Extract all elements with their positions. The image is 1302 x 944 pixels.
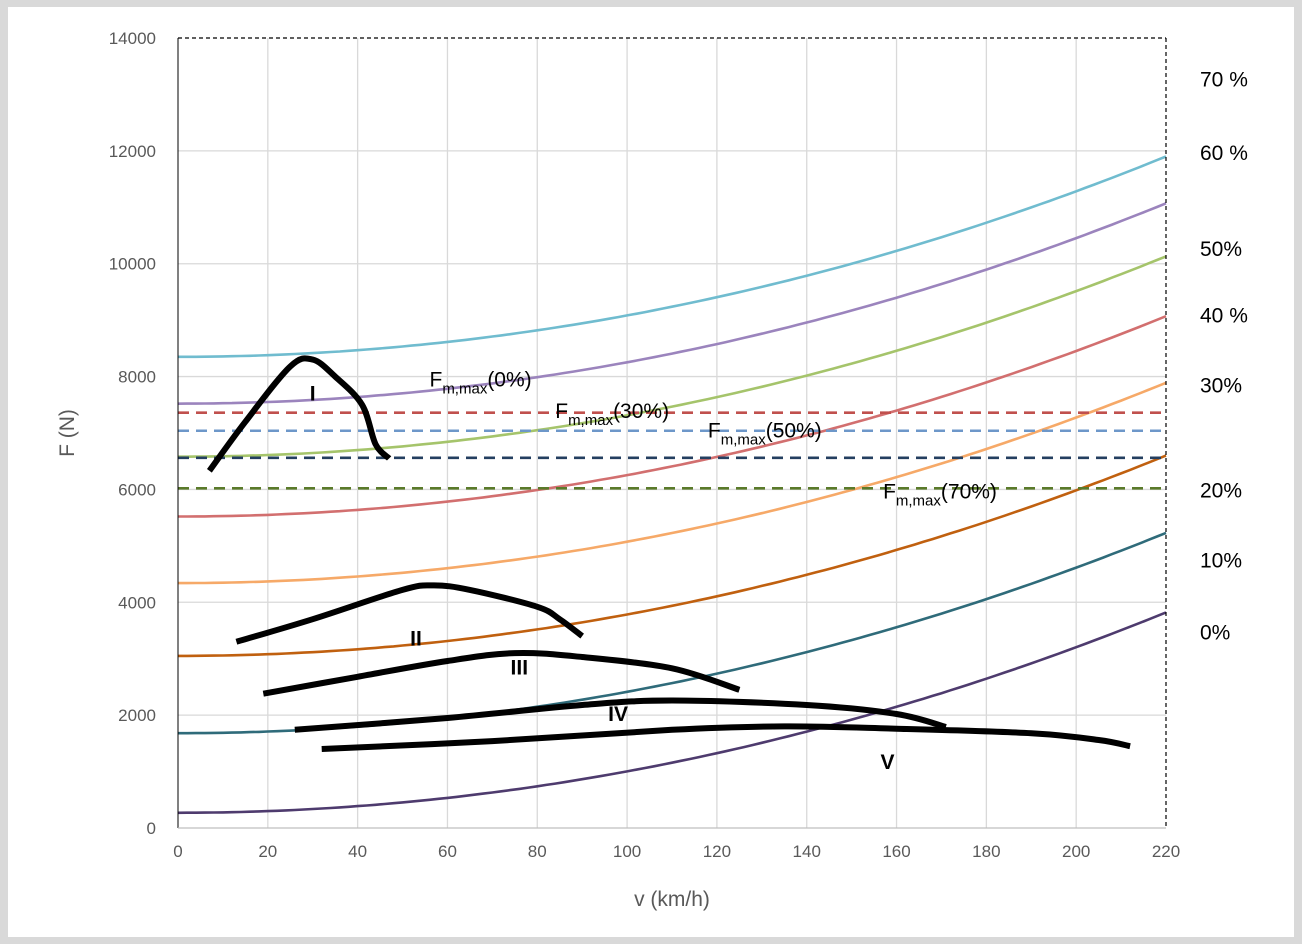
traction-curve-0	[206, 355, 392, 473]
traction-label-1: II	[410, 628, 422, 651]
tick-labels: 0 20 40 60 80 100 120 140 160 180 200 220 0 2000 4000 6…	[109, 29, 1180, 861]
fmax-annotation-0: Fm,max(0%)	[429, 369, 531, 398]
percent-label-7: 0%	[1200, 622, 1230, 645]
resistance-curves	[177, 155, 1167, 815]
y-tick-label: 8000	[118, 368, 156, 387]
x-tick-label: 220	[1152, 842, 1180, 861]
x-tick-label: 140	[793, 842, 821, 861]
resistance-curve-0	[177, 611, 1167, 815]
traction-label-4: V	[881, 751, 895, 774]
x-tick-label: 80	[528, 842, 547, 861]
chart-frame: 0 20 40 60 80 100 120 140 160 180 200 220 0 2000 4000 6…	[8, 7, 1294, 937]
resistance-curve-7	[178, 155, 1167, 359]
x-tick-label: 20	[258, 842, 277, 861]
resistance-curve-2	[178, 454, 1167, 658]
y-tick-label: 12000	[109, 142, 156, 161]
resistance-curve-4	[178, 314, 1167, 518]
x-tick-label: 160	[882, 842, 910, 861]
x-tick-label: 0	[173, 842, 182, 861]
plot-border	[177, 37, 1167, 829]
x-tick-label: 200	[1062, 842, 1090, 861]
traction-curve-2	[262, 649, 741, 697]
traction-label-3: IV	[608, 703, 628, 726]
resistance-curve-6	[177, 202, 1167, 405]
fmax-annotation-1: Fm,max(30%)	[555, 400, 669, 429]
adhesion-lines	[178, 411, 1166, 490]
resistance-curve-5	[178, 255, 1167, 458]
percent-label-1: 60 %	[1200, 142, 1248, 165]
traction-label-0: I	[310, 382, 316, 405]
traction-curve-3	[294, 697, 947, 733]
x-tick-label: 180	[972, 842, 1000, 861]
y-tick-label: 6000	[118, 480, 156, 499]
fmax-annotation-2: Fm,max(50%)	[708, 420, 822, 449]
x-tick-label: 120	[703, 842, 731, 861]
y-tick-label: 4000	[118, 593, 156, 612]
y-tick-label: 0	[147, 819, 156, 838]
percent-label-0: 70 %	[1200, 69, 1248, 92]
grid	[178, 38, 1166, 828]
traction-curve-4	[321, 723, 1131, 752]
x-tick-label: 60	[438, 842, 457, 861]
percent-label-2: 50%	[1200, 238, 1242, 261]
traction-label-2: III	[511, 657, 529, 680]
x-axis-title: v (km/h)	[634, 888, 710, 911]
y-tick-label: 10000	[109, 255, 156, 274]
resistance-curve-3	[178, 381, 1167, 585]
y-axis-title: F (N)	[56, 409, 79, 457]
x-tick-label: 100	[613, 842, 641, 861]
percent-label-3: 40 %	[1200, 305, 1248, 328]
percent-label-4: 30%	[1200, 374, 1242, 397]
x-tick-label: 40	[348, 842, 367, 861]
y-tick-label: 14000	[109, 29, 156, 48]
percent-label-6: 10%	[1200, 549, 1242, 572]
fmax-annotation-3: Fm,max(70%)	[883, 480, 997, 509]
percent-label-5: 20%	[1200, 479, 1242, 502]
chart-svg: 0 20 40 60 80 100 120 140 160 180 200 220 0 2000 4000 6…	[56, 29, 1248, 911]
traction-curves	[206, 355, 1131, 752]
y-tick-label: 2000	[118, 706, 156, 725]
traction-curve-1	[235, 582, 585, 645]
